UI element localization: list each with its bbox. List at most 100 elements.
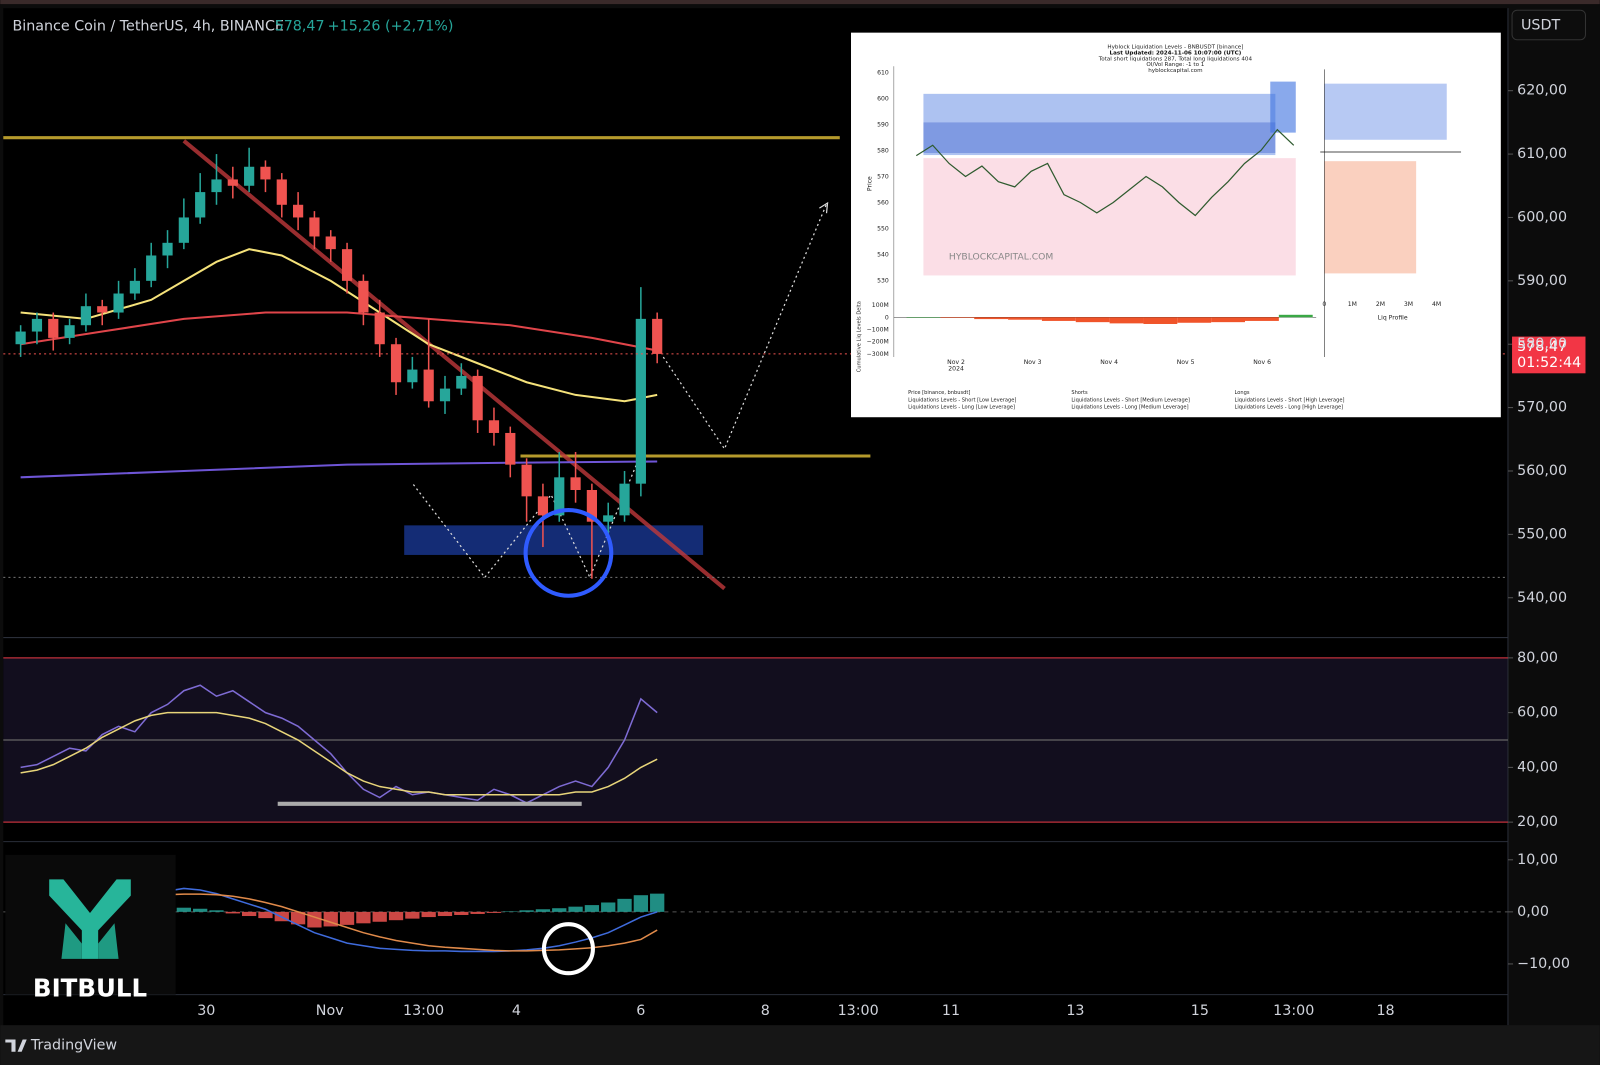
x-tick-label: 13 <box>1066 1003 1084 1019</box>
drawings <box>3 136 1508 591</box>
inset-y-tick: 590 <box>877 121 889 128</box>
candle-body <box>374 312 385 345</box>
candle-body <box>488 420 500 433</box>
candle-body <box>456 375 467 389</box>
inset-legend: Shorts <box>1071 390 1088 396</box>
macd-histogram-bar <box>356 911 371 924</box>
inset-date: Nov 3 <box>1024 359 1042 366</box>
inset-cum-bar <box>1008 317 1042 320</box>
x-tick-label: 6 <box>636 1003 645 1019</box>
candle-body <box>505 432 516 465</box>
candle-body <box>390 344 402 383</box>
macd-histogram-bar <box>454 911 469 915</box>
x-tick-label: 18 <box>1376 1003 1394 1019</box>
top-strip <box>0 0 1600 5</box>
candle-body <box>325 236 336 250</box>
macd-histogram-bar <box>290 911 306 925</box>
macd-histogram-bar <box>519 910 534 912</box>
inset-cum-bar <box>1041 317 1076 321</box>
pattern-path <box>412 448 644 579</box>
candle-body <box>358 280 369 313</box>
inset-title: Total short liquidations 287, Total long… <box>1098 56 1253 62</box>
inset-axis-label: Liq Profile <box>1378 314 1408 321</box>
brand-name: BITBULL <box>33 974 147 1003</box>
y-tick-label: 540,00 <box>1517 590 1567 606</box>
candle-body <box>423 369 434 402</box>
macd-histogram-bar <box>568 906 583 912</box>
inset-cum-bar <box>1143 317 1178 324</box>
macd-histogram-bar <box>193 908 208 912</box>
macd-cross-circle <box>541 922 595 976</box>
macd-histogram-bar <box>552 908 567 912</box>
badge-price: 578,47 <box>1517 339 1567 355</box>
inset-y-tick: 580 <box>877 147 889 154</box>
x-tick-label: 8 <box>761 1003 770 1019</box>
candle-body <box>341 249 353 281</box>
y-tick-label: 600,00 <box>1517 209 1567 225</box>
inset-cum-tick: 100M <box>872 302 889 309</box>
inset-profile-tick: 1M <box>1348 301 1357 308</box>
candle-body <box>652 318 663 354</box>
macd-histogram-bar <box>421 911 436 918</box>
inset-y-tick: 540 <box>877 252 889 259</box>
candle-body <box>293 204 304 218</box>
candle-body <box>80 306 92 326</box>
inset-cum-bar <box>1177 317 1212 323</box>
projection-arrow <box>819 201 829 214</box>
candle-body <box>64 325 75 338</box>
candle-body <box>586 490 597 522</box>
liquidation-inset: Hyblock Liquidation Levels - BNBUSDT [bi… <box>851 32 1501 418</box>
macd-histogram-bar <box>584 905 600 912</box>
macd-histogram-bar <box>176 907 191 912</box>
y-tick-label: 0,00 <box>1517 904 1549 920</box>
inset-axis-label: Cumulative Liq Levels Delta <box>857 301 863 372</box>
inset-cum-bar <box>974 317 1009 320</box>
candle-body <box>260 166 271 180</box>
tv-logo <box>5 1039 27 1052</box>
inset-cum-bar <box>1109 317 1144 324</box>
short-levels-band <box>923 122 1276 154</box>
candle-body <box>635 318 646 484</box>
inset-legend: Liquidations Levels - Long [Low Leverage… <box>908 405 1015 411</box>
price-pane <box>3 90 1514 599</box>
candle-body <box>309 217 320 237</box>
macd-histogram-bar <box>486 911 502 913</box>
x-tick-label: 15 <box>1191 1003 1209 1019</box>
brand-logo <box>49 879 131 959</box>
badge-countdown: 01:52:44 <box>1517 355 1581 371</box>
symbol: Binance Coin / TetherUS, 4h, BINANCE <box>12 19 283 35</box>
candle-body <box>603 515 614 522</box>
y-tick-label: 570,00 <box>1517 400 1567 416</box>
short-levels-band <box>923 93 1276 156</box>
inset-cum-tick: −300M <box>867 351 889 358</box>
y-tick-label: 590,00 <box>1517 273 1567 289</box>
inset-cum-bar <box>906 317 941 318</box>
currency: USDT <box>1521 18 1560 34</box>
y-tick-label: 580,00 <box>1517 336 1567 352</box>
candle-body <box>521 464 532 497</box>
last-price: 578,47 <box>275 19 325 35</box>
inset-title: hyblockcapital.com <box>1148 68 1202 74</box>
rsi-pane <box>3 657 1514 823</box>
trend-line <box>182 139 726 591</box>
moving-average <box>20 248 658 403</box>
currency-button[interactable] <box>1511 9 1586 41</box>
macd-histogram-bar <box>307 911 322 928</box>
inset-watermark: HYBLOCKCAPITAL.COM <box>949 252 1053 263</box>
inset-legend: Liquidations Levels - Long [Medium Lever… <box>1071 405 1188 411</box>
candle-body <box>97 306 108 313</box>
x-tick-label: 30 <box>197 1003 215 1019</box>
inset-bg <box>851 32 1501 418</box>
candle-body <box>276 179 287 205</box>
y-tick-label: 550,00 <box>1517 526 1567 542</box>
inset-cum-bar <box>1075 317 1110 323</box>
candle-body <box>48 318 59 338</box>
y-tick-label: 620,00 <box>1517 83 1567 99</box>
rsi-line <box>20 684 658 804</box>
y-tick-label: 40,00 <box>1517 759 1558 775</box>
inset-profile-tick: 3M <box>1404 301 1413 308</box>
inset-date: Nov 6 <box>1253 359 1271 366</box>
x-tick-label: 4 <box>512 1003 521 1019</box>
